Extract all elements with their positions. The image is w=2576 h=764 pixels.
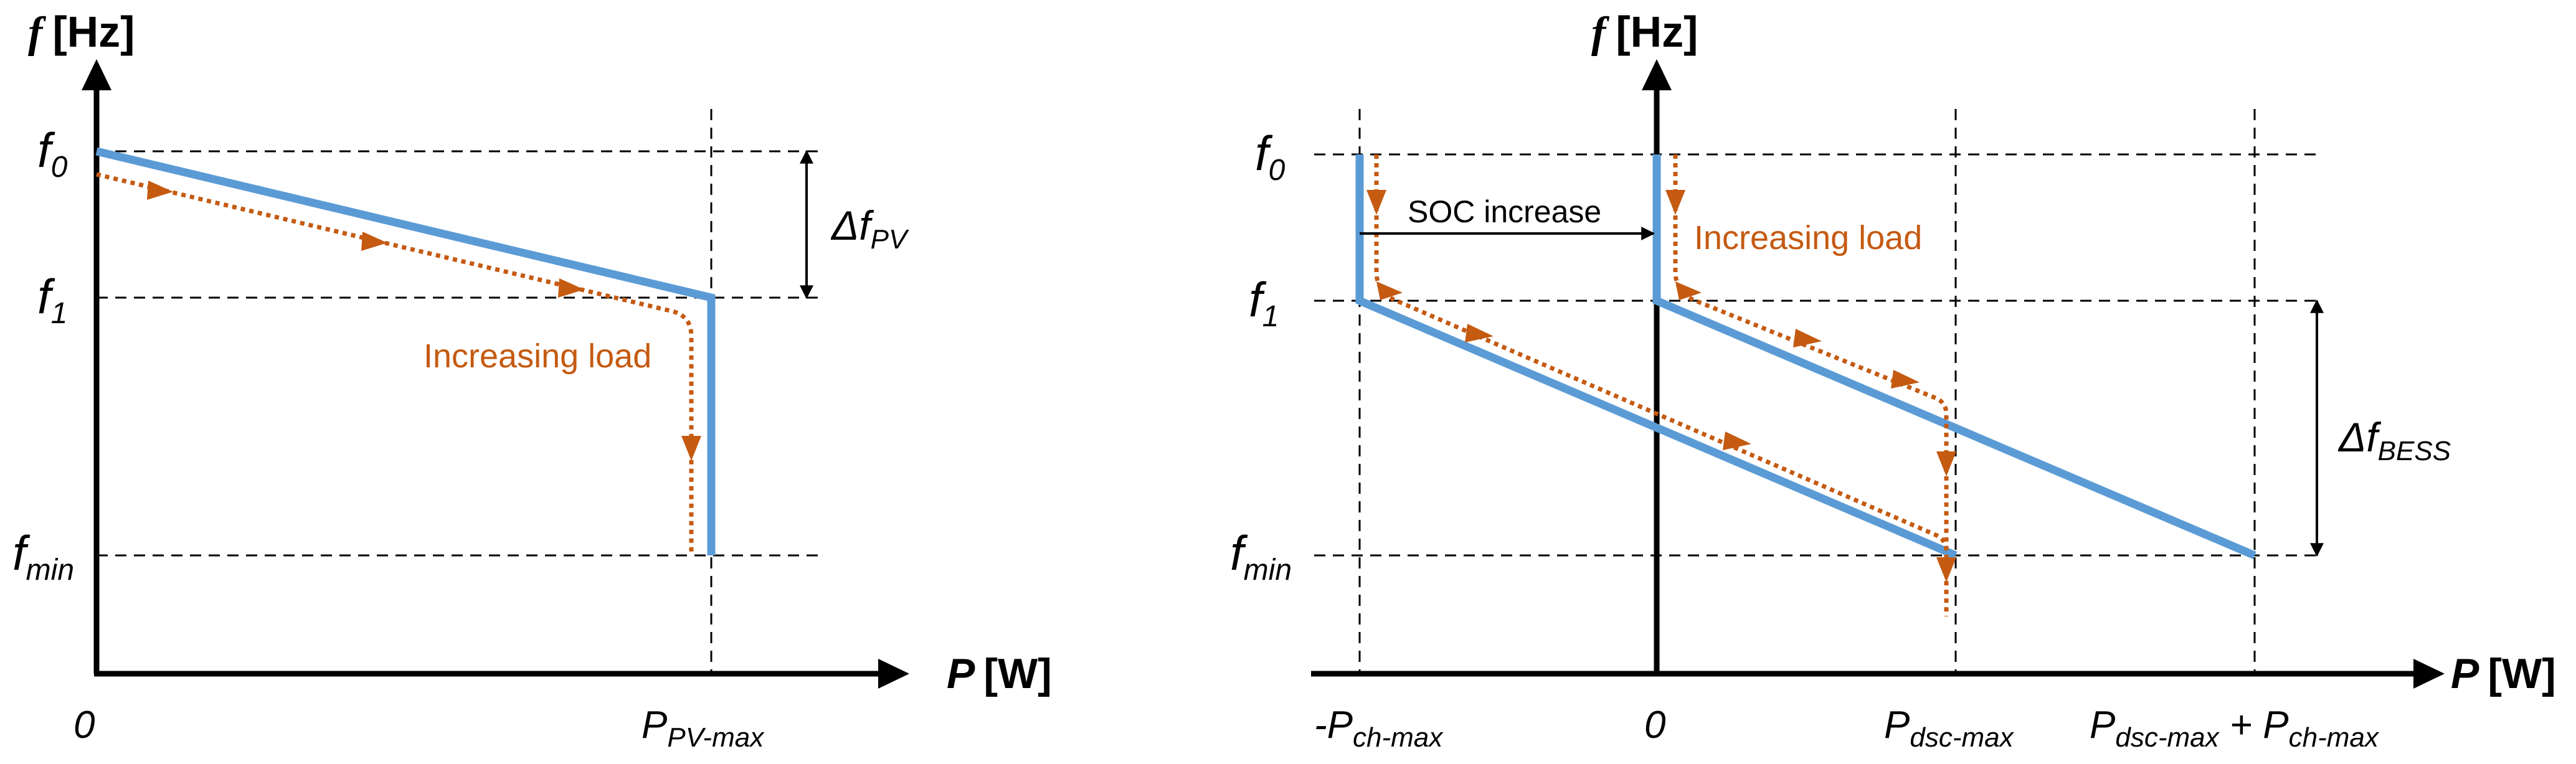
right-load-arrow-n4 — [1891, 370, 1920, 389]
right-tick-zero: 0 — [1644, 704, 1665, 747]
left-load-label: Increasing load — [424, 337, 651, 375]
right-load-path-neutral — [1673, 154, 1949, 555]
right-tick-fmin: fmin — [1230, 526, 1292, 587]
right-load-arrow-c5 — [1936, 557, 1956, 582]
right-droop-curve-neutral — [1652, 154, 2256, 559]
right-droop-curve-charging — [1355, 154, 1958, 559]
left-load-arrow-1 — [147, 181, 173, 200]
right-delta-label: ΔfBESS — [2337, 414, 2451, 466]
right-x-axis-arrow — [2413, 659, 2445, 689]
left-y-axis-arrow — [82, 59, 111, 90]
left-tick-zero: 0 — [73, 704, 95, 747]
right-panel: f [Hz] P [W] f0 f1 fmin -Pch-max 0 Pdsc-ma… — [1230, 7, 2556, 753]
left-x-axis-arrow — [878, 659, 909, 689]
left-tick-pmax: PPV-max — [642, 704, 765, 753]
left-delta-label: ΔfPV — [830, 202, 909, 255]
left-x-axis-title: P [W] — [947, 650, 1052, 697]
right-y-axis-title: f [Hz] — [1591, 7, 1698, 57]
right-load-arrow-c3 — [1465, 324, 1494, 342]
right-tick-neg-ch: -Pch-max — [1314, 704, 1444, 753]
right-tick-dsc: Pdsc-max — [1884, 704, 2015, 753]
left-panel: f [Hz] P [W] f0 f1 fmin 0 PPV-max ΔfPV Inc… — [12, 7, 1052, 753]
right-soc-label: SOC increase — [1408, 194, 1601, 229]
right-load-arrow-n3 — [1793, 329, 1822, 347]
right-load-arrow-c1 — [1366, 190, 1386, 215]
left-droop-curve — [95, 147, 716, 555]
right-tick-sum: Pdsc-max + Pch-max — [2090, 704, 2380, 753]
left-y-axis-title: f [Hz] — [28, 7, 135, 57]
right-y-axis-arrow — [1642, 59, 1672, 90]
left-load-arrow-4 — [681, 436, 701, 461]
right-tick-f0: f0 — [1255, 126, 1286, 187]
left-guides — [97, 109, 825, 672]
left-tick-fmin: fmin — [12, 526, 74, 587]
left-load-arrow-2 — [361, 232, 387, 251]
right-tick-f1: f1 — [1249, 272, 1279, 333]
right-load-arrow-c4 — [1723, 432, 1751, 450]
right-load-label: Increasing load — [1694, 219, 1922, 257]
right-x-axis-title: P [W] — [2451, 650, 2556, 697]
left-tick-f1: f1 — [37, 269, 67, 330]
left-load-arrow-3 — [558, 278, 584, 298]
right-load-arrow-n1 — [1665, 190, 1685, 215]
right-load-arrow-c2 — [1376, 281, 1403, 300]
right-load-arrow-n5 — [1936, 451, 1956, 476]
right-load-arrow-n2 — [1675, 281, 1702, 300]
left-tick-f0: f0 — [37, 123, 68, 184]
